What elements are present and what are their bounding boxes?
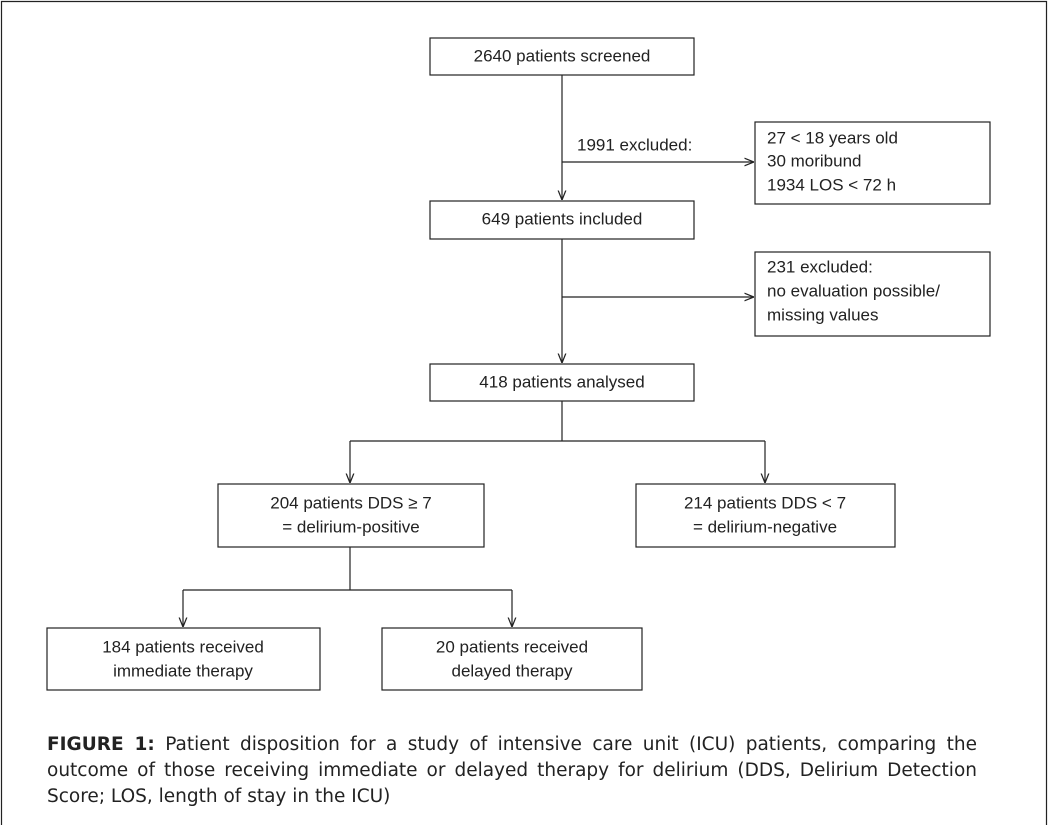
- node-text: 27 < 18 years old: [767, 128, 898, 147]
- node-box: [381, 627, 643, 691]
- node-text: 1934 LOS < 72 h: [767, 175, 896, 194]
- node-box: [635, 483, 896, 548]
- node-text: 649 patients included: [482, 209, 643, 228]
- node-box: [754, 251, 991, 337]
- caption-label: FIGURE 1:: [47, 734, 155, 755]
- node-text: missing values: [767, 305, 879, 324]
- node-box: [429, 37, 695, 76]
- node-text: = delirium-positive: [282, 517, 419, 536]
- node-box: [217, 483, 485, 548]
- caption: FIGURE 1: Patient disposition for a stud…: [47, 732, 977, 810]
- caption-text: Patient disposition for a study of inten…: [47, 734, 977, 807]
- connector: [183, 547, 512, 591]
- node-box: [46, 627, 321, 691]
- node-text: delayed therapy: [452, 661, 573, 680]
- node-box: [429, 363, 695, 402]
- node-text: 418 patients analysed: [479, 372, 644, 391]
- node-text: 204 patients DDS ≥ 7: [270, 493, 431, 512]
- node-text: 2640 patients screened: [474, 46, 651, 65]
- node-text: 214 patients DDS < 7: [684, 493, 846, 512]
- node-text: 231 excluded:: [767, 257, 873, 276]
- connector: [350, 401, 765, 442]
- edge-label: 1991 excluded:: [577, 135, 692, 154]
- node-text: 20 patients received: [436, 637, 588, 656]
- node-text: 30 moribund: [767, 151, 862, 170]
- node-box: [754, 121, 991, 205]
- node-text: immediate therapy: [113, 661, 253, 680]
- node-box: [429, 200, 695, 240]
- node-text: = delirium-negative: [693, 517, 837, 536]
- node-text: 184 patients received: [102, 637, 264, 656]
- node-text: no evaluation possible/: [767, 281, 940, 300]
